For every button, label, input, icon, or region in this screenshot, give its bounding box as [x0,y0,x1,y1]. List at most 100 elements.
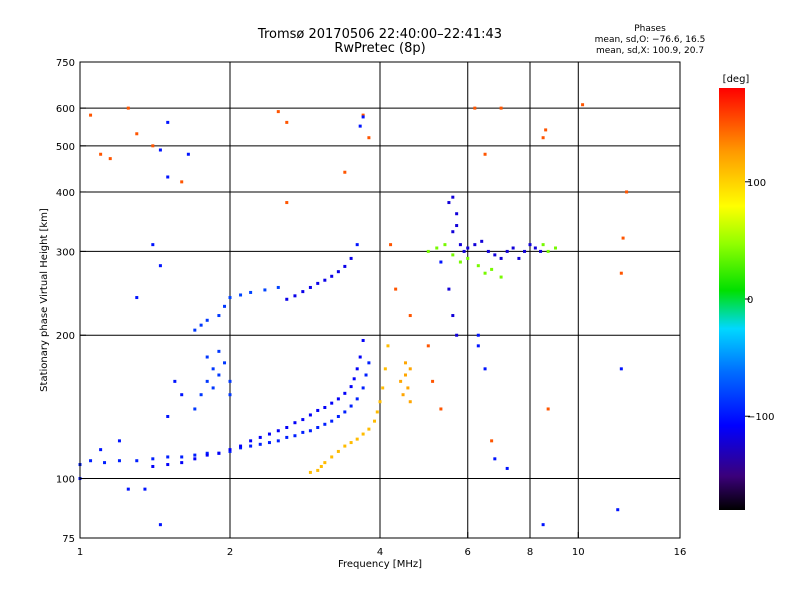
echo-point [356,367,359,370]
echo-point [309,429,312,432]
echo-point [89,459,92,462]
echo-point [490,268,493,271]
echo-point [309,471,312,474]
echo-point [285,201,288,204]
echo-point [409,367,412,370]
echo-point [484,153,487,156]
echo-point [367,136,370,139]
x-axis-label: Frequency [MHz] [338,559,422,570]
echo-point [343,171,346,174]
echo-point [394,288,397,291]
echo-point [399,380,402,383]
echo-point [451,253,454,256]
echo-point [529,243,532,246]
echo-point [455,334,458,337]
echo-point [173,380,176,383]
echo-point [427,344,430,347]
echo-point [217,314,220,317]
echo-point [249,291,252,294]
echo-point [409,314,412,317]
echo-point [365,374,368,377]
echo-point [477,344,480,347]
echo-point [151,243,154,246]
echo-point [277,286,280,289]
echo-point [343,392,346,395]
echo-point [359,125,362,128]
echo-point [487,250,490,253]
echo-point [542,523,545,526]
echo-point [362,433,365,436]
echo-point [259,436,262,439]
echo-point [404,374,407,377]
echo-point [229,393,232,396]
echo-point [200,393,203,396]
echo-point [427,250,430,253]
echo-point [353,377,356,380]
echo-point [223,361,226,364]
echo-point [206,356,209,359]
echo-point [330,402,333,405]
echo-point [625,190,628,193]
echo-point [384,367,387,370]
echo-point [443,243,446,246]
colorbar [719,88,745,510]
echo-point [534,247,537,250]
echo-point [480,240,483,243]
echo-point [350,385,353,388]
echo-point [159,523,162,526]
echo-point [217,452,220,455]
echo-point [547,407,550,410]
echo-point [109,157,112,160]
echo-point [316,426,319,429]
echo-point [285,426,288,429]
echo-point [206,380,209,383]
echo-point [193,454,196,457]
echo-point [547,250,550,253]
echo-point [323,279,326,282]
echo-point [316,409,319,412]
echo-point [362,339,365,342]
echo-point [143,488,146,491]
colorbar-ticks: 1000−100 [745,178,774,423]
echo-point [330,420,333,423]
echo-point [135,296,138,299]
y-axis-ticks: 75100200300400500600750 [56,58,86,545]
y-axis-label: Stationary phase Virtual Height [km] [39,208,50,392]
echo-point [362,386,365,389]
echo-point [212,367,215,370]
y-tick-label: 500 [56,142,75,153]
echo-point [447,201,450,204]
echo-point [193,457,196,460]
echo-point [459,243,462,246]
echo-point [118,459,121,462]
echo-point [99,153,102,156]
echo-point [166,463,169,466]
echo-point [386,344,389,347]
echo-point [337,270,340,273]
x-axis-ticks: 124681016 [77,532,687,558]
echo-point [206,319,209,322]
echo-point [293,434,296,437]
echo-point [337,415,340,418]
echo-point [301,290,304,293]
echo-point [404,361,407,364]
x-tick-label: 6 [465,547,471,558]
echo-point [285,436,288,439]
x-tick-label: 16 [674,547,687,558]
echo-point [159,264,162,267]
echo-point [330,275,333,278]
echo-point [554,247,557,250]
echo-point [409,400,412,403]
echo-point [151,144,154,147]
echo-point [466,257,469,260]
echo-point [517,257,520,260]
echo-point [500,257,503,260]
echo-point [323,423,326,426]
echo-points [79,103,629,526]
ionogram-chart: 124681016 75100200300400500600750 Freque… [0,0,800,600]
echo-point [166,121,169,124]
echo-point [337,397,340,400]
echo-point [490,439,493,442]
echo-point [367,361,370,364]
echo-point [539,250,542,253]
